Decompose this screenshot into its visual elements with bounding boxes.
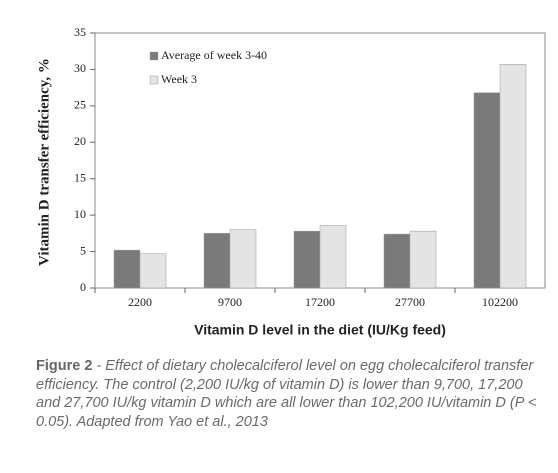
y-axis-label: Vitamin D transfer efficiency, % <box>36 58 52 266</box>
x-tick-label: 17200 <box>305 295 335 309</box>
y-tick-label: 10 <box>74 207 86 221</box>
bar <box>229 229 257 289</box>
legend-label: Average of week 3-40 <box>161 48 267 62</box>
x-tick-label: 2200 <box>128 295 152 309</box>
y-tick-label: 25 <box>74 98 86 112</box>
bar <box>319 225 347 289</box>
y-tick-label: 0 <box>80 280 86 294</box>
chart: Vitamin D level in the diet (IU/Kg feed)… <box>36 25 546 338</box>
y-tick-label: 5 <box>80 243 86 257</box>
bar <box>499 64 527 289</box>
legend-swatch <box>149 75 159 85</box>
caption-label: Figure 2 <box>36 358 93 374</box>
bar <box>409 230 437 289</box>
bar <box>113 249 141 289</box>
x-tick-label: 9700 <box>218 295 242 309</box>
bar <box>139 253 167 289</box>
bar <box>383 233 411 289</box>
x-axis-label: Vitamin D level in the diet (IU/Kg feed) <box>194 322 446 338</box>
bar <box>203 233 231 289</box>
y-tick-label: 15 <box>74 170 86 184</box>
legend-label: Week 3 <box>161 72 197 86</box>
legend-swatch <box>149 51 159 61</box>
y-tick-label: 30 <box>74 61 86 75</box>
caption-text: - Effect of dietary cholecalciferol leve… <box>36 358 537 430</box>
y-tick-label: 35 <box>74 25 86 39</box>
x-tick-label: 27700 <box>395 295 425 309</box>
x-tick-label: 102200 <box>482 295 518 309</box>
caption: Figure 2- Effect of dietary cholecalcife… <box>36 357 541 431</box>
y-tick-label: 20 <box>74 134 86 148</box>
bar <box>473 92 501 289</box>
bar <box>293 230 321 289</box>
